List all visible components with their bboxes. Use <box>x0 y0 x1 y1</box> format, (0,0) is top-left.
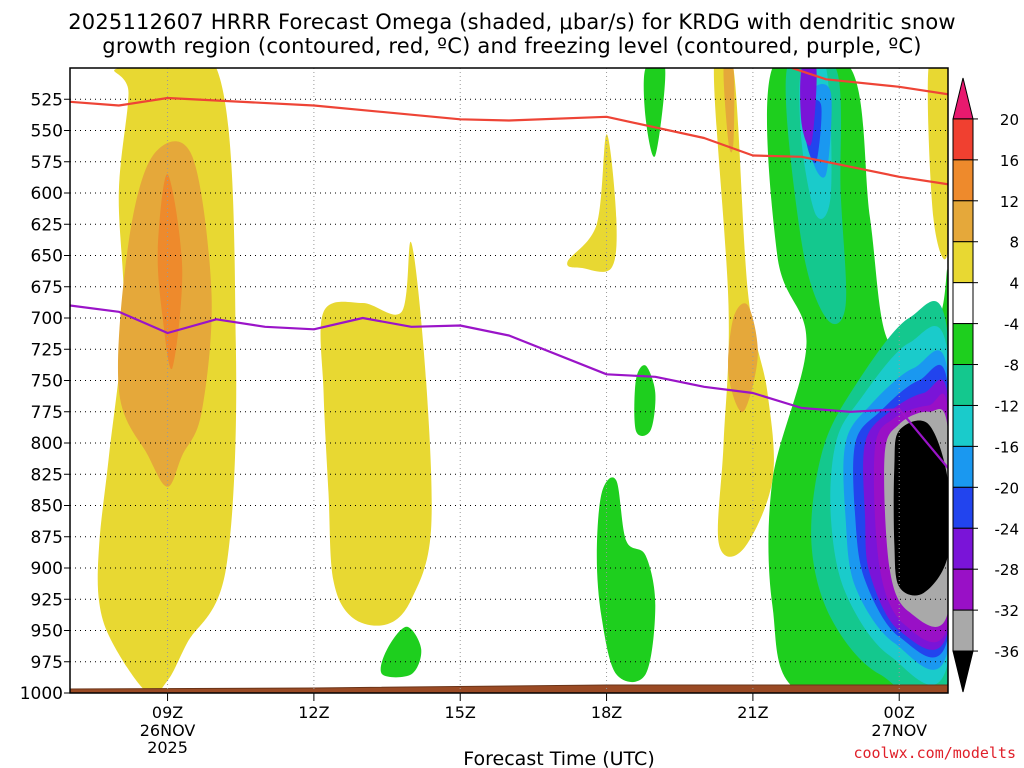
colorbar-segment-12 <box>952 568 974 611</box>
y-tick-label-825: 825 <box>31 465 63 485</box>
y-tick-label-775: 775 <box>31 403 63 423</box>
credit-text: coolwx.com/modelts <box>853 744 1016 762</box>
omega-region-11 <box>596 477 656 683</box>
y-tick-label-750: 750 <box>31 372 63 392</box>
colorbar-label-8: -16 <box>995 438 1020 456</box>
colorbar-segment-5 <box>952 282 974 325</box>
series-line-1 <box>791 68 948 96</box>
colorbar-label-10: -24 <box>995 520 1020 538</box>
omega-region-12 <box>380 626 422 678</box>
colorbar-label-7: -12 <box>995 397 1020 415</box>
colorbar-label-5: -4 <box>1004 316 1019 334</box>
series-line-2 <box>70 304 948 469</box>
colorbar-label-9: -20 <box>995 479 1020 497</box>
omega-shading <box>97 68 948 693</box>
omega-region-9 <box>643 68 666 157</box>
colorbar-label-6: -8 <box>1004 357 1019 375</box>
y-tick-label-700: 700 <box>31 309 63 329</box>
colorbar-segment-7 <box>952 364 974 406</box>
y-tick-label-600: 600 <box>31 184 63 204</box>
y-tick-label-925: 925 <box>31 590 63 610</box>
ground-surface <box>69 684 949 694</box>
title-line-1: 2025112607 HRRR Forecast Omega (shaded, … <box>68 10 956 34</box>
contour-lines <box>70 68 948 469</box>
axes: 525 550 575 600 625 650 675 700 725 750 775 800 825 8… <box>20 67 949 768</box>
y-tick-label-975: 975 <box>31 653 63 673</box>
y-tick-label-950: 950 <box>31 622 63 642</box>
colorbar-label-0: 20 <box>1000 111 1019 129</box>
x-tick-label-09Z: 09Z <box>152 703 183 722</box>
omega-region-10 <box>634 365 656 437</box>
y-tick-label-875: 875 <box>31 528 63 548</box>
ground-strip <box>69 684 949 694</box>
omega-region-2 <box>157 174 183 370</box>
omega-region-5 <box>713 68 774 557</box>
y-tick-label-850: 850 <box>31 497 63 517</box>
title-line-2: growth region (contoured, red, ºC) and f… <box>102 34 922 58</box>
colorbar-label-12: -32 <box>995 602 1020 620</box>
x-axis-label: Forecast Time (UTC) <box>463 748 654 768</box>
colorbar-segment-13 <box>952 609 974 652</box>
colorbar-segment-8 <box>952 404 974 447</box>
colorbar-segment-3 <box>952 200 974 243</box>
y-tick-label-525: 525 <box>31 90 63 110</box>
colorbar-segment-6 <box>952 323 974 366</box>
x-tick-label-00Z: 00Z <box>884 703 915 722</box>
y-tick-label-900: 900 <box>31 559 63 579</box>
omega-region-26 <box>893 420 948 596</box>
omega-region-8 <box>927 68 948 260</box>
y-tick-label-725: 725 <box>31 340 63 360</box>
y-tick-label-650: 650 <box>31 247 63 267</box>
colorbar-label-11: -28 <box>995 561 1020 579</box>
x-tick-sublabel-00Z-0: 27NOV <box>871 721 927 740</box>
y-tick-label-675: 675 <box>31 278 63 298</box>
colorbar-label-2: 12 <box>1000 193 1019 211</box>
colorbar-label-3: 8 <box>1009 234 1019 252</box>
y-tick-label-1000: 1000 <box>20 684 63 704</box>
omega-region-7 <box>728 303 758 413</box>
omega-region-22 <box>800 68 817 146</box>
y-tick-label-575: 575 <box>31 153 63 173</box>
y-tick-label-550: 550 <box>31 122 63 142</box>
colorbar-segment-1 <box>952 118 974 161</box>
omega-region-3 <box>320 241 432 626</box>
y-tick-label-625: 625 <box>31 215 63 235</box>
colorbar-segment-10 <box>952 486 974 529</box>
colorbar-segment-14 <box>952 650 974 693</box>
colorbar-label-13: -36 <box>995 643 1020 661</box>
x-tick-label-15Z: 15Z <box>445 703 476 722</box>
x-tick-label-12Z: 12Z <box>298 703 329 722</box>
y-tick-label-800: 800 <box>31 434 63 454</box>
colorbar-segment-9 <box>952 445 974 488</box>
omega-region-6 <box>723 68 735 153</box>
colorbar-segment-11 <box>952 527 974 570</box>
x-tick-sublabel-09Z-1: 2025 <box>147 738 188 757</box>
colorbar-label-4: 4 <box>1009 275 1019 293</box>
series-line-0 <box>70 96 948 186</box>
grid-lines <box>70 68 948 694</box>
colorbar-segment-4 <box>952 241 974 284</box>
x-tick-sublabel-09Z-0: 26NOV <box>140 721 196 740</box>
omega-region-4 <box>567 134 617 272</box>
colorbar-segment-0 <box>952 77 974 120</box>
x-tick-label-18Z: 18Z <box>591 703 622 722</box>
colorbar-segment-2 <box>952 159 974 202</box>
colorbar-label-1: 16 <box>1000 152 1019 170</box>
colorbar: 20 16 12 8 4 -4 -8 -12 -16 -20 -24 -28 -32 -36 <box>952 77 1020 693</box>
x-tick-label-21Z: 21Z <box>737 703 768 722</box>
